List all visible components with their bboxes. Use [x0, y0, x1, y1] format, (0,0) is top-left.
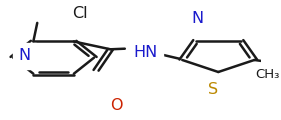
Text: O: O — [110, 97, 123, 113]
Text: N: N — [191, 11, 203, 26]
Text: N: N — [19, 48, 31, 63]
Text: HN: HN — [133, 45, 157, 60]
Text: CH₃: CH₃ — [256, 68, 280, 81]
Text: S: S — [208, 82, 218, 97]
Text: Cl: Cl — [72, 6, 88, 21]
